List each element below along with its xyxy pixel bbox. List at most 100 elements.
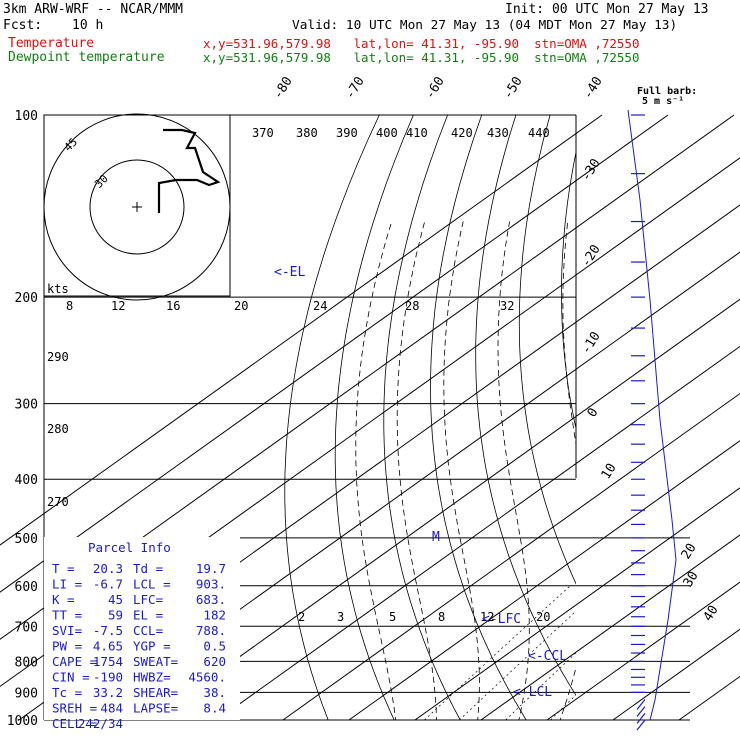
isotherm xyxy=(0,114,735,640)
mixing-ratio-line xyxy=(505,652,576,720)
temp-tick-label: -20 xyxy=(579,242,604,270)
isotherms xyxy=(0,114,740,721)
parcel-value: 683. xyxy=(196,592,226,607)
parcel-key: EL = xyxy=(133,608,163,623)
hodograph-speed-tick: 32 xyxy=(500,299,514,313)
parcel-value: -190 xyxy=(93,670,123,685)
parcel-value: 484 xyxy=(100,701,123,716)
parcel-value: 4560. xyxy=(188,670,226,685)
wind-staff xyxy=(627,109,677,721)
isotherm xyxy=(546,581,740,721)
legend-temperature-label: Temperature xyxy=(8,36,95,51)
mixing-ratio-line xyxy=(644,586,740,720)
theta-label: 380 xyxy=(296,126,318,140)
parcel-value: 620 xyxy=(203,654,226,669)
moist-adiabat xyxy=(635,222,740,733)
parcel-key: PW = xyxy=(52,639,82,654)
pressure-tick-label: 300 xyxy=(15,398,38,413)
mixing-ratio-line xyxy=(550,694,576,720)
pressure-tick-label: 900 xyxy=(15,686,38,701)
parcel-value: -6.7 xyxy=(93,577,123,592)
level-el: <-EL xyxy=(274,265,305,280)
valid-time: Valid: 10 UTC Mon 27 May 13 (04 MDT Mon … xyxy=(292,18,678,33)
theta-label: 430 xyxy=(487,126,509,140)
isotherm xyxy=(414,487,740,721)
temp-tick-label: 20 xyxy=(679,541,700,562)
dry-adiabat xyxy=(561,150,576,431)
parcel-key: YGP = xyxy=(133,639,171,654)
parcel-key: CAPE = xyxy=(52,654,97,669)
pressure-tick-label: 100 xyxy=(15,109,38,124)
dry-adiabat xyxy=(475,115,576,696)
temp-tick-label: -10 xyxy=(579,329,604,357)
parcel-key: HWBZ= xyxy=(133,670,171,685)
theta-label: 370 xyxy=(252,126,274,140)
hodograph-ring xyxy=(43,113,231,301)
temp-tick-label: 10 xyxy=(599,461,620,482)
parcel-value: 242/34 xyxy=(78,716,123,731)
parcel-key: CCL= xyxy=(133,623,163,638)
pressure-tick-label: 400 xyxy=(15,473,38,488)
mixing-ratio-label: 3 xyxy=(337,610,344,624)
pressure-tick-label: 500 xyxy=(15,532,38,547)
temp-tick-label: -60 xyxy=(423,74,448,102)
pressure-tick-label: 200 xyxy=(15,291,38,306)
hodograph-speed-tick: 28 xyxy=(405,299,419,313)
hodograph-ring xyxy=(89,159,185,255)
legend-temperature-info: x,y=531.96,579.98 lat,lon= 41.31, -95.90… xyxy=(203,36,640,51)
parcel-key: LFC= xyxy=(133,592,163,607)
parcel-value: 182 xyxy=(203,608,226,623)
full-barb-label: Full barb: xyxy=(637,86,697,97)
isotherm xyxy=(282,392,740,721)
hodograph-speed-tick: 20 xyxy=(234,299,248,313)
theta-label: 400 xyxy=(376,126,398,140)
temp-tick-label: 40 xyxy=(701,603,722,624)
temp-tick-label: -50 xyxy=(501,74,526,102)
isotherm xyxy=(612,628,740,721)
full-barb-units: 5 m s⁻¹ xyxy=(642,96,684,107)
parcel-value: 4.65 xyxy=(93,639,123,654)
hodograph-speed-tick: 8 xyxy=(66,299,73,313)
parcel-value: 59 xyxy=(108,608,123,623)
wind-barb xyxy=(636,699,646,710)
mixing-ratio-label: 2 xyxy=(298,610,305,624)
isotherm xyxy=(150,298,740,721)
parcel-value: 1754 xyxy=(93,654,123,669)
wind-barb xyxy=(636,712,646,724)
legend-dewpoint-info: x,y=531.96,579.98 lat,lon= 41.31, -95.90… xyxy=(203,50,640,65)
pressure-tick-label: 1000 xyxy=(7,714,38,729)
isotherm xyxy=(0,114,669,593)
parcel-key: SREH = xyxy=(52,701,97,716)
isotherm xyxy=(480,534,740,721)
isotherm xyxy=(0,114,603,546)
parcel-value: 33.2 xyxy=(93,685,123,700)
temp-tick-label: 0 xyxy=(585,406,602,421)
mixing-ratio-label: 5 xyxy=(389,610,396,624)
hodograph-speed-tick: 16 xyxy=(166,299,180,313)
legend-dewpoint-label: Dewpoint temperature xyxy=(8,50,165,65)
parcel-key: Td = xyxy=(133,561,163,576)
pressure-tick-label: 600 xyxy=(15,580,38,595)
temp-tick-label: -70 xyxy=(343,74,368,102)
moist-adiabat xyxy=(443,221,480,720)
dry-adiabat xyxy=(680,115,740,733)
parcel-value: 38. xyxy=(203,685,226,700)
parcel-value: 20.3 xyxy=(93,561,123,576)
theta-label: 420 xyxy=(451,126,473,140)
parcel-info-panel: Parcel Info T = 20.3 Td = 19.7 LI = -6.7 LCL =… xyxy=(44,537,240,731)
dry-adiabat xyxy=(383,115,461,720)
parcel-key: K = xyxy=(52,592,75,607)
model-title: 3km ARW-WRF -- NCAR/MMM xyxy=(3,2,184,17)
parcel-key: SHEAR= xyxy=(133,685,178,700)
theta-label: 440 xyxy=(528,126,550,140)
hodograph-speed-tick: 12 xyxy=(111,299,125,313)
parcel-key: CIN = xyxy=(52,670,90,685)
theta-label: 290 xyxy=(47,350,69,364)
dry-adiabats xyxy=(284,115,740,733)
temp-tick-label: -80 xyxy=(271,74,296,102)
dewpoint-line xyxy=(600,115,740,720)
pressure-tick-label: 800 xyxy=(15,655,38,670)
parcel-value: 903. xyxy=(196,577,226,592)
